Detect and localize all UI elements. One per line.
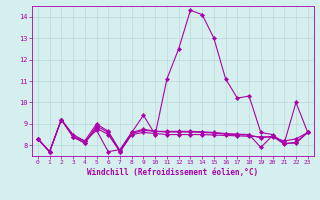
- X-axis label: Windchill (Refroidissement éolien,°C): Windchill (Refroidissement éolien,°C): [87, 168, 258, 177]
